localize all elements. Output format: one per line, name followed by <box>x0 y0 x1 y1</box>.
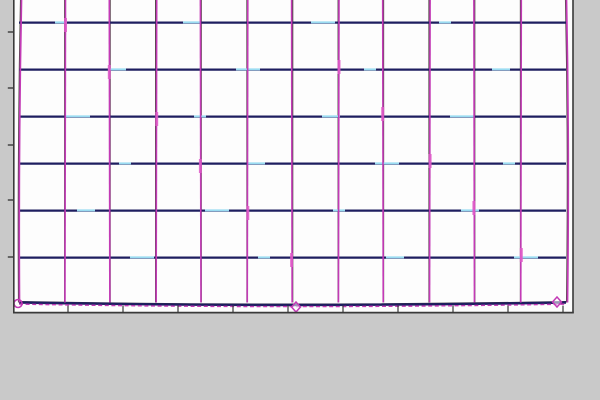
detected-vertical-line <box>246 0 249 303</box>
corner-marker-diamond <box>551 295 563 309</box>
detected-left-edge <box>18 0 23 303</box>
chart-edge-line-right <box>564 0 568 303</box>
detected-vertical-line <box>428 0 431 303</box>
chart-edge-line-left <box>17 0 22 303</box>
detected-vertical-line <box>381 0 385 303</box>
chart-photo-area <box>13 0 574 313</box>
detected-right-edge <box>565 0 570 303</box>
detected-vertical-line <box>199 0 202 303</box>
detected-vertical-line <box>337 0 340 303</box>
detected-bottom-edge <box>18 301 567 307</box>
detected-vertical-line <box>290 0 293 303</box>
detected-vertical-line <box>155 0 158 303</box>
detected-vertical-line <box>108 0 111 303</box>
detected-vertical-line <box>473 0 476 303</box>
detected-vertical-line <box>64 0 67 303</box>
distortion-grid-figure <box>7 0 574 314</box>
results-text-panel: SMIA TV Distortion = -1.29% Barrel Decen… <box>0 330 600 400</box>
